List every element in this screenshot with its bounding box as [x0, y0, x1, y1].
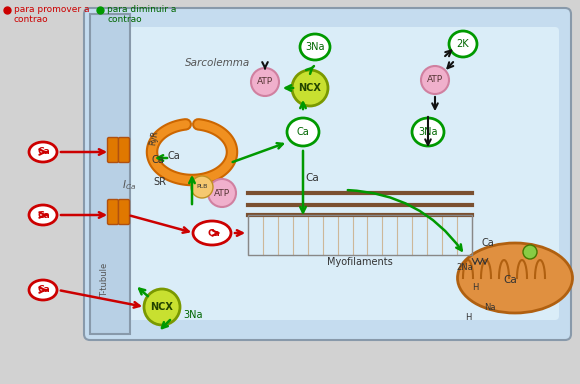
Circle shape: [191, 176, 213, 198]
Text: 2K: 2K: [456, 39, 469, 49]
Text: Ca: Ca: [38, 147, 51, 157]
Text: Na: Na: [484, 303, 496, 313]
Circle shape: [208, 179, 236, 207]
Circle shape: [251, 68, 279, 96]
Ellipse shape: [29, 280, 57, 300]
Text: 3Na: 3Na: [418, 127, 438, 137]
Text: NCX: NCX: [151, 302, 173, 312]
Text: SR: SR: [153, 177, 166, 187]
Text: 3Na: 3Na: [305, 42, 325, 52]
FancyBboxPatch shape: [118, 200, 129, 225]
Circle shape: [144, 289, 180, 325]
Text: contrao: contrao: [14, 15, 49, 25]
Text: $I_{Ca}$: $I_{Ca}$: [122, 178, 136, 192]
Text: Ca: Ca: [38, 285, 51, 295]
Text: T-tubule: T-tubule: [100, 263, 110, 297]
Ellipse shape: [300, 34, 330, 60]
FancyBboxPatch shape: [107, 200, 118, 225]
Ellipse shape: [287, 118, 319, 146]
Text: PLB: PLB: [196, 184, 208, 189]
Text: para diminuir a: para diminuir a: [107, 5, 176, 15]
Text: Ca: Ca: [296, 127, 309, 137]
Circle shape: [421, 66, 449, 94]
Bar: [248, 215, 472, 255]
FancyBboxPatch shape: [118, 137, 129, 162]
Text: RyR: RyR: [148, 130, 160, 146]
Text: Ca: Ca: [151, 155, 164, 165]
Ellipse shape: [412, 118, 444, 146]
Ellipse shape: [193, 221, 231, 245]
Text: 3Na: 3Na: [183, 310, 202, 320]
Text: Myofilaments: Myofilaments: [327, 257, 393, 267]
Text: para promover a: para promover a: [14, 5, 89, 15]
Text: Ca: Ca: [481, 238, 494, 248]
FancyBboxPatch shape: [84, 8, 571, 340]
Ellipse shape: [29, 142, 57, 162]
Text: NCX: NCX: [299, 83, 321, 93]
Text: 2Na: 2Na: [456, 263, 473, 273]
Text: H: H: [472, 283, 478, 291]
Ellipse shape: [29, 205, 57, 225]
Circle shape: [292, 70, 328, 106]
Text: ATP: ATP: [427, 76, 443, 84]
Text: ATP: ATP: [214, 189, 230, 197]
Text: Ca: Ca: [305, 173, 319, 183]
Text: ATP: ATP: [257, 78, 273, 86]
Ellipse shape: [449, 31, 477, 57]
Text: Ca: Ca: [207, 228, 220, 237]
Text: Ca: Ca: [38, 210, 51, 220]
Text: contrao: contrao: [107, 15, 142, 25]
Text: H: H: [465, 313, 471, 323]
FancyBboxPatch shape: [90, 14, 130, 334]
Text: Ca: Ca: [167, 151, 180, 161]
FancyBboxPatch shape: [107, 137, 118, 162]
Circle shape: [523, 245, 537, 259]
Text: Sarcolemma: Sarcolemma: [185, 58, 250, 68]
Ellipse shape: [458, 243, 572, 313]
Text: Ca: Ca: [503, 275, 517, 285]
FancyBboxPatch shape: [121, 27, 559, 320]
